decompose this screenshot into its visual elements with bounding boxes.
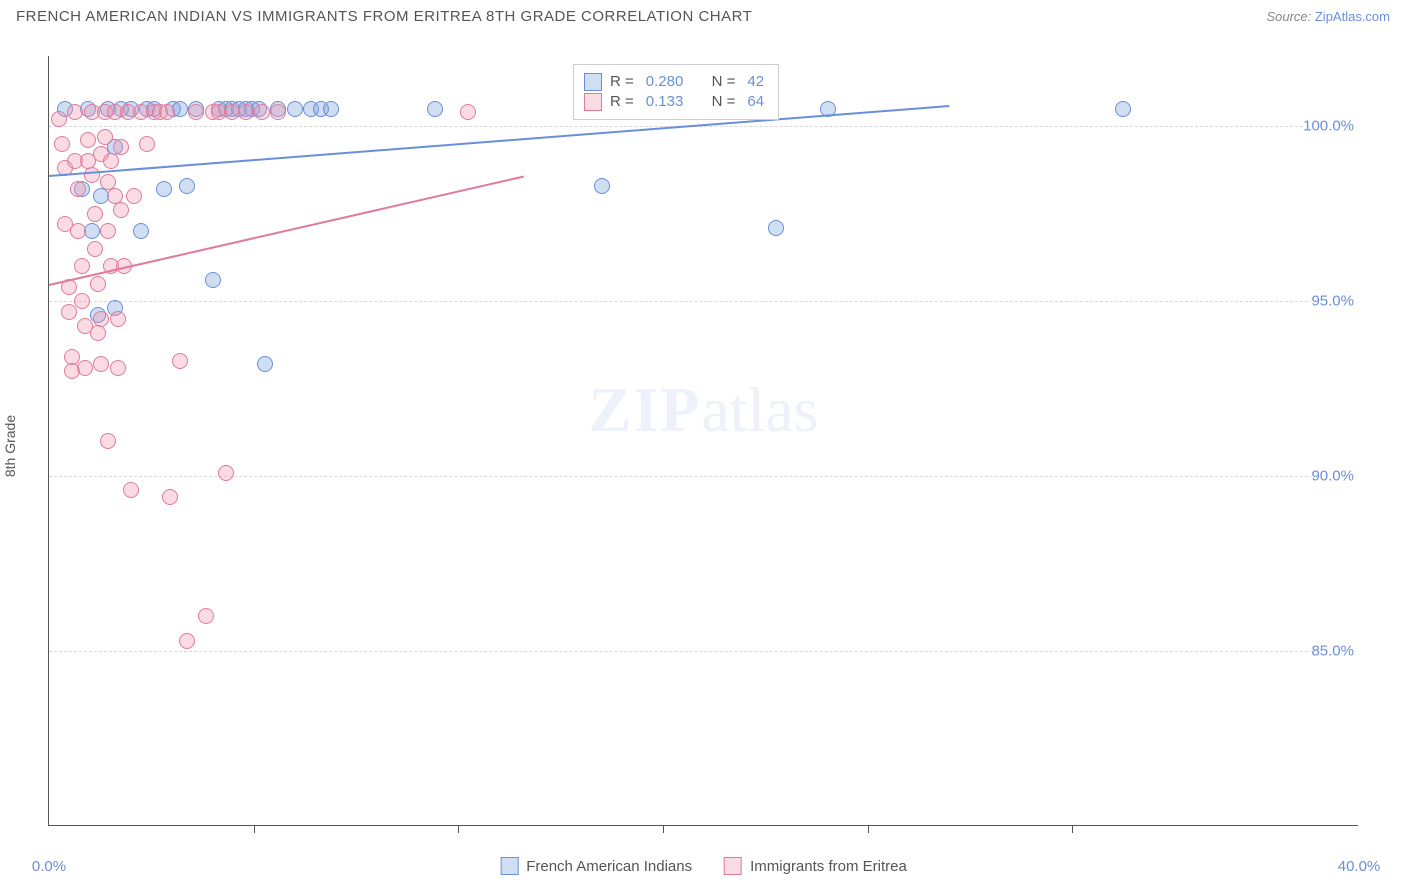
scatter-point [159,104,175,120]
scatter-point [270,104,286,120]
x-tick [458,825,459,833]
x-tick [1072,825,1073,833]
scatter-point [460,104,476,120]
source-link[interactable]: ZipAtlas.com [1315,9,1390,24]
trend-line [49,105,950,177]
scatter-point [205,272,221,288]
scatter-point [70,181,86,197]
scatter-point [100,433,116,449]
scatter-point [110,311,126,327]
legend-swatch-pink [724,857,742,875]
legend-swatch-blue [500,857,518,875]
scatter-point [110,360,126,376]
correlation-legend: R =0.280 N =42 R =0.133 N =64 [573,64,779,120]
scatter-point [90,276,106,292]
x-tick-label: 40.0% [1338,858,1381,875]
scatter-point [156,181,172,197]
scatter-point [87,206,103,222]
x-tick [254,825,255,833]
scatter-point [74,258,90,274]
scatter-point [113,202,129,218]
scatter-point [179,633,195,649]
scatter-point [162,489,178,505]
scatter-point [74,293,90,309]
scatter-point [179,178,195,194]
scatter-point [594,178,610,194]
scatter-point [287,101,303,117]
source-attribution: Source: ZipAtlas.com [1266,9,1390,24]
scatter-point [103,153,119,169]
plot-area: ZIPatlas French American Indians Immigra… [48,56,1358,826]
y-tick-label: 85.0% [1311,643,1360,660]
scatter-point [133,223,149,239]
x-tick [868,825,869,833]
y-tick-label: 90.0% [1311,468,1360,485]
gridline [49,301,1358,302]
y-axis-label: 8th Grade [2,415,18,477]
y-tick-label: 95.0% [1311,293,1360,310]
gridline [49,651,1358,652]
legend-item-blue: French American Indians [500,857,692,875]
scatter-point [188,104,204,120]
scatter-point [257,356,273,372]
scatter-point [113,139,129,155]
scatter-point [93,311,109,327]
legend-swatch [584,73,602,91]
x-tick-label: 0.0% [32,858,66,875]
scatter-point [77,360,93,376]
scatter-point [87,241,103,257]
legend-row: R =0.133 N =64 [584,93,768,111]
scatter-point [80,132,96,148]
scatter-point [254,104,270,120]
scatter-point [90,325,106,341]
legend-swatch [584,93,602,111]
scatter-point [427,101,443,117]
scatter-point [198,608,214,624]
scatter-point [67,104,83,120]
scatter-point [172,353,188,369]
scatter-point [97,129,113,145]
scatter-point [218,465,234,481]
chart-container: 8th Grade ZIPatlas French American India… [0,36,1406,856]
scatter-point [51,111,67,127]
gridline [49,126,1358,127]
scatter-point [1115,101,1131,117]
watermark: ZIPatlas [589,373,819,447]
y-tick-label: 100.0% [1303,118,1360,135]
scatter-point [84,167,100,183]
scatter-point [54,136,70,152]
scatter-point [93,356,109,372]
scatter-point [139,136,155,152]
legend-row: R =0.280 N =42 [584,73,768,91]
legend-item-pink: Immigrants from Eritrea [724,857,907,875]
x-tick [663,825,664,833]
scatter-point [323,101,339,117]
gridline [49,476,1358,477]
scatter-point [61,304,77,320]
scatter-point [126,188,142,204]
scatter-point [238,104,254,120]
scatter-point [768,220,784,236]
scatter-point [100,223,116,239]
bottom-legend: French American Indians Immigrants from … [500,857,907,875]
scatter-point [70,223,86,239]
chart-title: FRENCH AMERICAN INDIAN VS IMMIGRANTS FRO… [16,8,752,25]
scatter-point [123,482,139,498]
